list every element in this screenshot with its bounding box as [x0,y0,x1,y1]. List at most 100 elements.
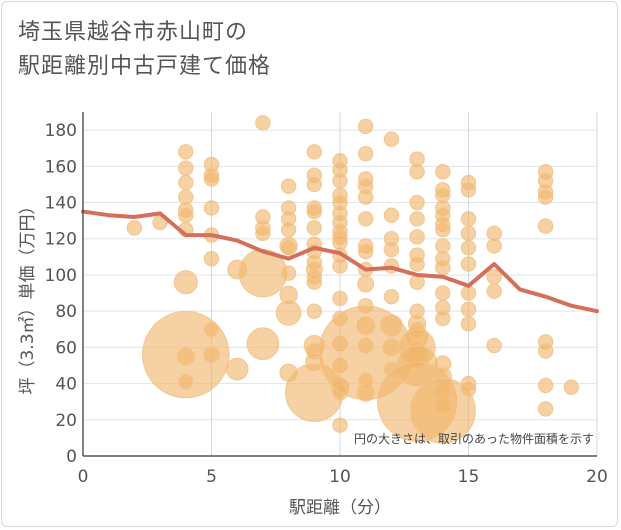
y-tick-label: 180 [45,121,77,141]
bubble-point [435,164,451,180]
bubble-point [178,144,194,160]
bubble-point [409,194,425,211]
x-tick-label: 10 [329,467,351,487]
y-tick-label: 140 [45,194,77,214]
bubble-point [383,131,400,147]
bubble-point [280,265,297,281]
bubble-point [358,189,374,205]
bubble-point [460,225,477,242]
bubble-point [409,256,425,272]
bubble-point [332,258,348,274]
bubble-point [306,144,322,160]
bubble-point [178,174,194,191]
bubble-point [280,221,297,238]
bubble-point [178,207,194,223]
bubble-point [435,285,451,301]
bubble-point [409,164,425,180]
bubble-point [537,343,554,359]
bubble-point [486,337,502,354]
y-axis-title: 坪（3.3㎡）単価（万円） [18,197,38,394]
bubble-point [203,171,220,187]
x-tick-label: 5 [206,467,217,487]
bubble-point [332,290,348,307]
bubble-point [383,207,400,223]
bubble-point [537,218,554,234]
bubble-point [409,377,476,444]
bubble-point [203,321,220,337]
bubble-point [537,401,554,417]
bubble-point [275,300,302,326]
axes: 0 20 40 60 80 100 120 140 160 180 0 5 10 15 20 [45,112,608,487]
bubble-point [537,377,554,394]
bubble-point [225,357,249,381]
chart-title-line-1: 埼玉県越谷市赤山町の [18,20,249,45]
bubble-point [332,173,348,189]
bubble-point [435,221,451,238]
bubble-point [178,160,194,176]
bubble-point [178,374,194,390]
y-tick-label: 80 [55,302,77,322]
bubble-point [203,250,220,267]
bubble-point [383,288,400,305]
bubble-point [306,176,322,193]
bubble-point [382,338,401,357]
y-tick-label: 40 [55,375,77,395]
bubble-point [358,145,374,162]
bubble-point [460,301,477,318]
y-tick-label: 100 [45,266,77,286]
bubble-point [460,182,477,198]
bubble-point [358,211,374,227]
bubble-size-note: 円の大きさは、取引のあった物件面積を示す [354,431,594,446]
bubble-point [306,274,322,290]
bubble-layer [126,115,579,444]
bubble-point [126,220,143,236]
bubble-point [306,303,322,319]
bubble-point [563,379,579,395]
x-tick-label: 20 [586,467,608,487]
y-tick-label: 60 [55,338,77,358]
y-tick-label: 20 [55,411,77,431]
bubble-point [358,243,374,260]
bubble-point [435,260,451,276]
bubble-point [255,115,271,131]
bubble-point [280,240,297,256]
bubble-point [383,241,400,258]
bubble-point [176,347,195,366]
bubble-point [380,314,403,337]
bubble-point [246,327,280,361]
trend-line-layer [81,209,599,314]
bubble-point [409,229,425,245]
bubble-point [357,275,375,293]
bubble-point [435,310,451,327]
y-tick-label: 160 [45,157,77,177]
bubble-point [332,417,348,433]
bubble-point [409,211,425,227]
bubble-point [306,203,322,220]
bubble-point [460,256,477,272]
bubble-point [537,189,554,205]
bubble-point [203,200,220,216]
chart-title: 埼玉県越谷市赤山町の 駅距離別中古戸建て価格 [18,16,271,84]
bubble-point [460,285,477,301]
x-tick-label: 0 [78,467,89,487]
bubble-point [358,118,374,135]
bubble-point [280,178,297,194]
y-tick-label: 0 [66,447,77,467]
bubble-point [460,381,477,397]
x-tick-label: 15 [458,467,480,487]
bubble-point [460,211,477,227]
x-axis-title: 駅距離（分） [289,498,391,518]
bubble-point [173,270,198,295]
y-tick-label: 120 [45,230,77,250]
bubble-point [460,240,477,256]
bubble-point [306,220,322,236]
bubble-point [255,225,271,242]
bubble-point [486,238,502,254]
bubble-point [356,383,375,402]
average-price-line [81,209,599,314]
chart-title-line-2: 駅距離別中古戸建て価格 [18,54,272,79]
bubble-point [486,283,502,299]
bubble-point [460,316,477,332]
bubble-point [203,346,220,364]
